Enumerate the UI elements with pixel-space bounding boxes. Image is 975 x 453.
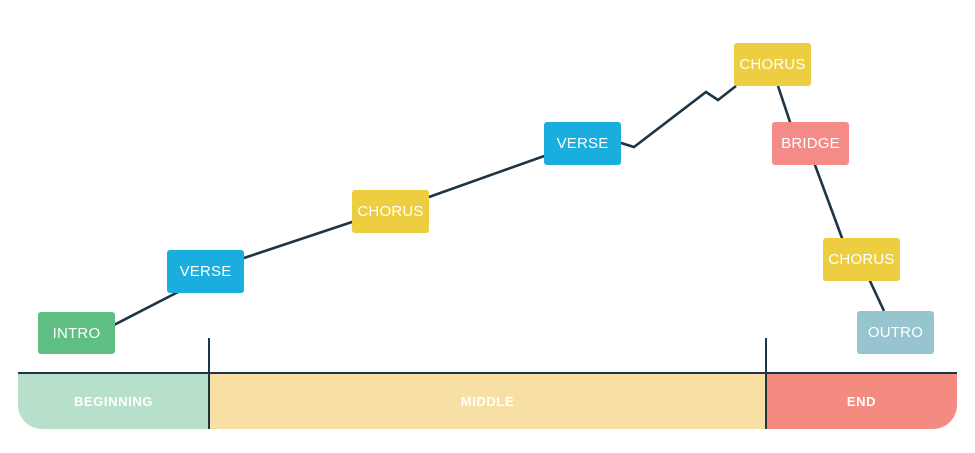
- arc-line-falling: [776, 85, 886, 312]
- timeline-baseline: [18, 372, 957, 374]
- verse-block-2: VERSE: [544, 122, 621, 165]
- section-divider-1: [208, 338, 210, 429]
- chorus-block-1: CHORUS: [352, 190, 429, 233]
- verse-block-1: VERSE: [167, 250, 244, 293]
- intro-block: INTRO: [38, 312, 115, 354]
- section-beginning: BEGINNING: [18, 374, 209, 429]
- chorus-block-3: CHORUS: [823, 238, 900, 281]
- section-divider-2: [765, 338, 767, 429]
- chorus-block-2: CHORUS: [734, 43, 811, 86]
- section-middle: MIDDLE: [209, 374, 766, 429]
- outro-block: OUTRO: [857, 311, 934, 354]
- bridge-block: BRIDGE: [772, 122, 849, 165]
- section-end: END: [766, 374, 957, 429]
